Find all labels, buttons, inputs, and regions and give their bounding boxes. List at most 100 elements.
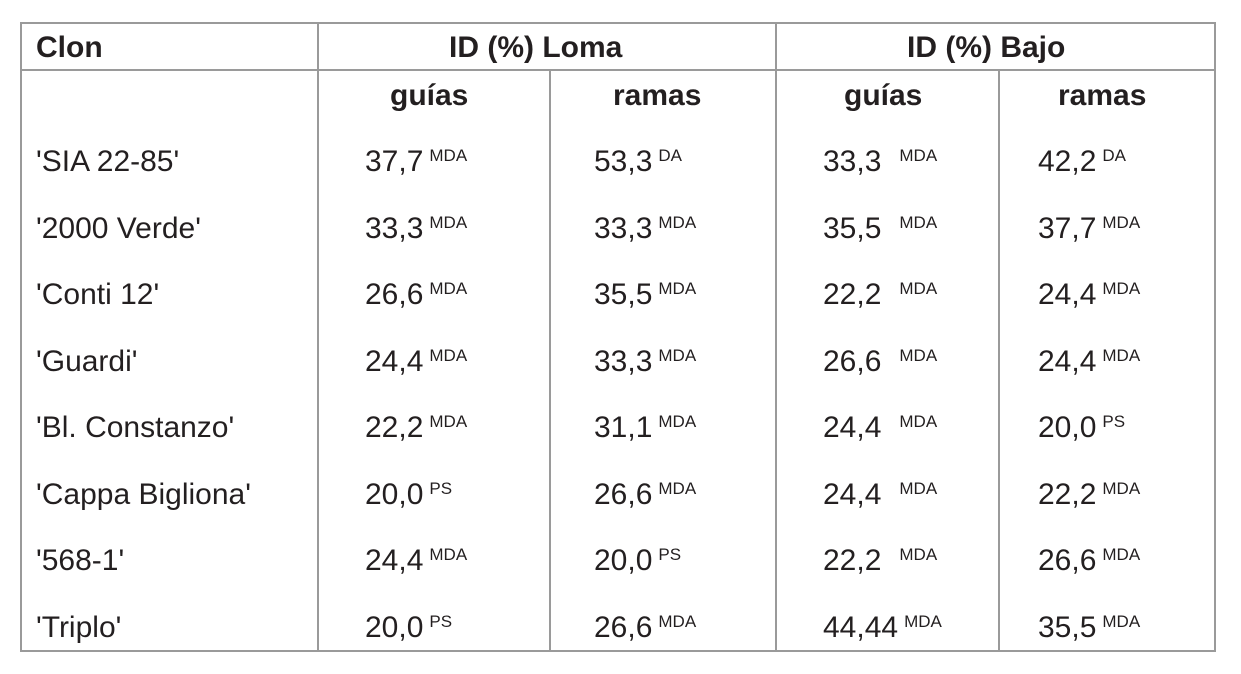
cell-significance: PS [658, 545, 682, 564]
cell-value: 31,1 [594, 411, 653, 444]
cell-significance: MDA [658, 346, 697, 365]
cell-significance: MDA [904, 612, 942, 631]
subheader-bajo-ramas: ramas [1058, 79, 1147, 112]
header-divider [20, 69, 1216, 71]
row-label: 'Cappa Bigliona' [36, 478, 251, 511]
table-cell: 22,2 MDA [365, 411, 467, 445]
cell-value: 26,6 [594, 611, 653, 644]
cell-value: 44,44 [823, 611, 899, 644]
cell-value: 24,4 [1038, 345, 1097, 378]
cell-value: 26,6 [594, 478, 653, 511]
cell-value: 53,3 [594, 145, 653, 178]
table-cell: 24,4 MDA [823, 411, 937, 445]
cell-significance: MDA [1102, 346, 1141, 365]
cell-significance: DA [1102, 146, 1127, 165]
cell-value: 24,4 [365, 544, 424, 577]
cell-significance: MDA [899, 545, 938, 564]
cell-value: 22,2 [365, 411, 424, 444]
table-cell: 26,6 MDA [594, 478, 696, 512]
cell-significance: DA [658, 146, 683, 165]
cell-significance: MDA [658, 612, 697, 631]
table-cell: 24,4 MDA [365, 345, 467, 379]
table-cell: 20,0 PS [1038, 411, 1125, 445]
table-cell: 20,0 PS [365, 478, 452, 512]
table-cell: 35,5 MDA [823, 212, 937, 246]
header-loma: ID (%) Loma [449, 31, 623, 64]
col-divider-loma-sub [549, 70, 551, 652]
col-divider-bajo-sub [998, 70, 1000, 652]
table-cell: 22,2 MDA [823, 544, 937, 578]
cell-significance: MDA [899, 412, 938, 431]
cell-significance: MDA [658, 412, 697, 431]
table-cell: 37,7 MDA [1038, 212, 1140, 246]
cell-significance: MDA [658, 213, 697, 232]
table-cell: 42,2 DA [1038, 145, 1126, 179]
header-clon: Clon [36, 31, 103, 64]
table-cell: 22,2 MDA [1038, 478, 1140, 512]
row-label: 'Guardi' [36, 345, 138, 378]
subheader-bajo-guias: guías [844, 79, 923, 112]
table-cell: 20,0 PS [365, 611, 452, 645]
cell-value: 22,2 [823, 278, 882, 311]
row-label: 'Bl. Constanzo' [36, 411, 235, 444]
row-label: 'Conti 12' [36, 278, 160, 311]
cell-value: 24,4 [823, 478, 882, 511]
table-cell: 20,0 PS [594, 544, 681, 578]
cell-value: 33,3 [594, 212, 653, 245]
cell-value: 42,2 [1038, 145, 1097, 178]
col-divider-clon [317, 22, 319, 652]
cell-significance: MDA [429, 545, 468, 564]
cell-significance: MDA [899, 346, 938, 365]
cell-significance: MDA [429, 213, 468, 232]
table-cell: 33,3 MDA [823, 145, 937, 179]
table-cell: 35,5 MDA [594, 278, 696, 312]
cell-value: 33,3 [823, 145, 882, 178]
cell-value: 33,3 [594, 345, 653, 378]
cell-significance: MDA [658, 479, 697, 498]
row-label: 'Triplo' [36, 611, 122, 644]
cell-value: 20,0 [594, 544, 653, 577]
cell-significance: MDA [1102, 279, 1141, 298]
table-cell: 26,6 MDA [365, 278, 467, 312]
cell-significance: MDA [899, 279, 938, 298]
cell-significance: MDA [899, 479, 938, 498]
cell-value: 24,4 [365, 345, 424, 378]
cell-significance: PS [429, 479, 453, 498]
table-cell: 26,6 MDA [823, 345, 937, 379]
cell-value: 22,2 [823, 544, 882, 577]
table-cell: 33,3 MDA [594, 212, 696, 246]
cell-significance: MDA [658, 279, 697, 298]
cell-value: 37,7 [365, 145, 424, 178]
cell-value: 20,0 [365, 478, 424, 511]
table-frame [20, 22, 1216, 652]
table-cell: 53,3 DA [594, 145, 682, 179]
cell-significance: PS [1102, 412, 1126, 431]
table-cell: 24,4 MDA [823, 478, 937, 512]
cell-value: 20,0 [365, 611, 424, 644]
cell-significance: MDA [1102, 479, 1141, 498]
table-cell: 33,3 MDA [365, 212, 467, 246]
table-cell: 31,1 MDA [594, 411, 696, 445]
subheader-loma-ramas: ramas [613, 79, 702, 112]
cell-significance: MDA [429, 346, 468, 365]
subheader-loma-guias: guías [390, 79, 469, 112]
cell-value: 26,6 [365, 278, 424, 311]
cell-value: 26,6 [1038, 544, 1097, 577]
cell-value: 24,4 [823, 411, 882, 444]
table-cell: 22,2 MDA [823, 278, 937, 312]
row-label: '2000 Verde' [36, 212, 201, 245]
table-cell: 26,6 MDA [594, 611, 696, 645]
cell-value: 35,5 [823, 212, 882, 245]
table-cell: 33,3 MDA [594, 345, 696, 379]
table-cell: 24,4 MDA [1038, 278, 1140, 312]
cell-value: 35,5 [594, 278, 653, 311]
cell-value: 24,4 [1038, 278, 1097, 311]
cell-significance: MDA [1102, 545, 1141, 564]
cell-value: 33,3 [365, 212, 424, 245]
cell-significance: MDA [429, 279, 468, 298]
cell-value: 20,0 [1038, 411, 1097, 444]
cell-value: 37,7 [1038, 212, 1097, 245]
cell-significance: MDA [429, 146, 468, 165]
cell-significance: MDA [1102, 213, 1141, 232]
col-divider-loma-bajo [775, 22, 777, 652]
